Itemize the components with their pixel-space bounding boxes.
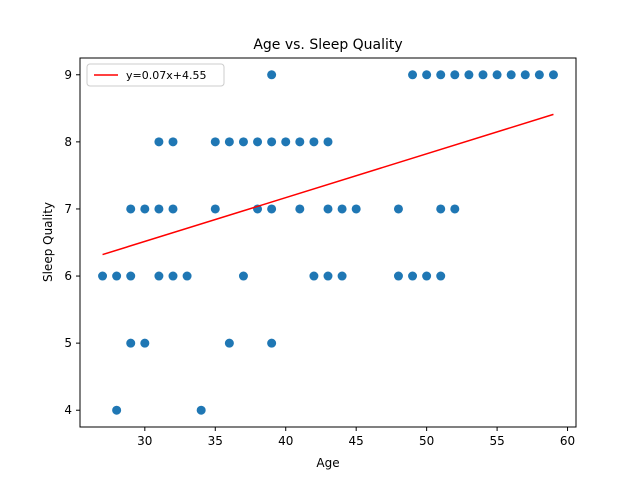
scatter-point [295,137,305,147]
scatter-point [408,70,418,80]
scatter-point [422,271,432,281]
legend: y=0.07x+4.55 [86,63,225,87]
x-tick-label: 60 [560,434,575,448]
scatter-point [210,204,220,214]
x-tick-label: 30 [137,434,152,448]
x-tick-label: 50 [419,434,434,448]
scatter-point [126,271,136,281]
scatter-point [168,271,178,281]
scatter-point [393,271,403,281]
scatter-point [154,271,164,281]
scatter-point [168,137,178,147]
y-tick-label: 8 [64,135,72,149]
scatter-point [253,137,263,147]
scatter-point [182,271,192,281]
scatter-point [112,405,122,415]
scatter-point [309,137,319,147]
scatter-point [436,271,446,281]
scatter-point [154,137,164,147]
chart-title: Age vs. Sleep Quality [253,37,402,53]
plot-frame [79,57,577,428]
x-tick-label: 45 [349,434,364,448]
y-tick-label: 6 [64,269,72,283]
scatter-point [126,204,136,214]
scatter-point [464,70,474,80]
y-tick-label: 5 [64,336,72,350]
scatter-point [436,70,446,80]
fit-line [102,113,554,256]
scatter-point [351,204,361,214]
x-axis-label: Age [316,456,339,470]
scatter-point [196,405,206,415]
y-axis: 4 5 6 7 8 9 [64,68,80,417]
y-tick-label: 7 [64,202,72,216]
scatter-point [408,271,418,281]
scatter-point [492,70,502,80]
scatter-point [548,70,558,80]
scatter-point [436,204,446,214]
scatter-point [126,338,136,348]
scatter-point [267,204,277,214]
scatter-point [238,137,248,147]
scatter-point [506,70,516,80]
scatter-point [534,70,544,80]
scatter-point [295,204,305,214]
scatter-point [450,204,460,214]
scatter-point [281,137,291,147]
x-tick-label: 55 [489,434,504,448]
x-tick-label: 35 [208,434,223,448]
x-axis: 30 35 40 45 50 55 60 [137,427,575,448]
scatter-point [238,271,248,281]
legend-label: y=0.07x+4.55 [126,69,206,82]
scatter-point [478,70,488,80]
scatter-point [393,204,403,214]
scatter-point [224,338,234,348]
x-tick-label: 40 [278,434,293,448]
y-axis-label: Sleep Quality [41,202,55,282]
scatter-point [168,204,178,214]
scatter-point [140,204,150,214]
scatter-point [154,204,164,214]
scatter-point [323,271,333,281]
scatter-point [520,70,530,80]
scatter-point [337,204,347,214]
scatter-point [267,137,277,147]
scatter-point [450,70,460,80]
scatter-point [224,137,234,147]
scatter-point [140,338,150,348]
scatter-point [98,271,108,281]
scatter-point [309,271,319,281]
points-layer [98,70,558,415]
scatter-point [267,70,277,80]
scatter-point [422,70,432,80]
scatter-point [337,271,347,281]
y-tick-label: 4 [64,403,72,417]
fit-line-layer [102,113,554,256]
y-tick-label: 9 [64,68,72,82]
scatter-point [323,204,333,214]
scatter-point [267,338,277,348]
scatter-point [112,271,122,281]
scatter-point [323,137,333,147]
scatter-point [210,137,220,147]
legend-box [86,63,225,87]
